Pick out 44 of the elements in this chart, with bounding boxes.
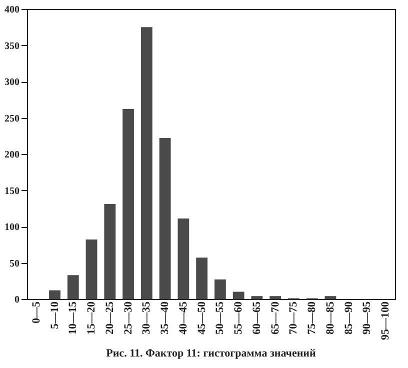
bar (178, 218, 190, 299)
bar (159, 138, 171, 299)
x-tick-label: 75—80 (306, 301, 318, 334)
y-tick-label: 50 (10, 258, 20, 270)
y-tick-label: 100 (4, 222, 20, 233)
x-tick-label: 90—95 (361, 301, 374, 334)
bar (67, 275, 79, 299)
x-tick-label: 0—5 (30, 301, 42, 324)
y-tick-label: 150 (4, 186, 20, 197)
bar (251, 296, 263, 299)
x-tick-label: 50—55 (214, 301, 226, 334)
x-tick-label: 25—30 (122, 301, 134, 334)
bar (86, 240, 98, 299)
x-tick-label: 35—40 (159, 301, 172, 334)
y-tick-label: 400 (4, 4, 20, 16)
x-tick-label: 45—50 (196, 301, 208, 334)
text: Рис. 11. Фактор 11: гистограмма значений (106, 348, 317, 360)
x-tick-label: 85—90 (342, 301, 355, 334)
x-tick-label: 55—60 (232, 301, 245, 334)
x-tick-label: 40—45 (177, 301, 190, 334)
bar (232, 292, 244, 299)
y-tick-label: 250 (4, 113, 20, 124)
x-tick-label: 30—35 (140, 301, 153, 334)
y-tick-label: 350 (4, 40, 20, 52)
bar (104, 204, 116, 299)
y-tick-label: 0 (14, 294, 20, 306)
x-tick-label: 65—70 (269, 301, 282, 334)
x-tick-label: 80—85 (324, 301, 336, 334)
bar (324, 296, 336, 299)
bar (49, 290, 60, 299)
bar (214, 279, 226, 299)
bar (196, 258, 208, 299)
y-tick-label: 300 (4, 77, 20, 88)
bar (122, 109, 134, 299)
x-tick-label: 95—100 (380, 301, 392, 340)
x-tick-label: 20—25 (104, 301, 116, 334)
x-tick-label: 70—75 (288, 301, 300, 334)
x-tick-label: 15—20 (86, 301, 98, 334)
x-tick-label: 10—15 (67, 301, 80, 334)
y-tick-label: 200 (4, 150, 20, 160)
x-tick-label: 5—10 (48, 301, 61, 329)
x-tick-label: 60—65 (250, 301, 263, 334)
bar (140, 27, 152, 299)
bar (270, 296, 282, 299)
